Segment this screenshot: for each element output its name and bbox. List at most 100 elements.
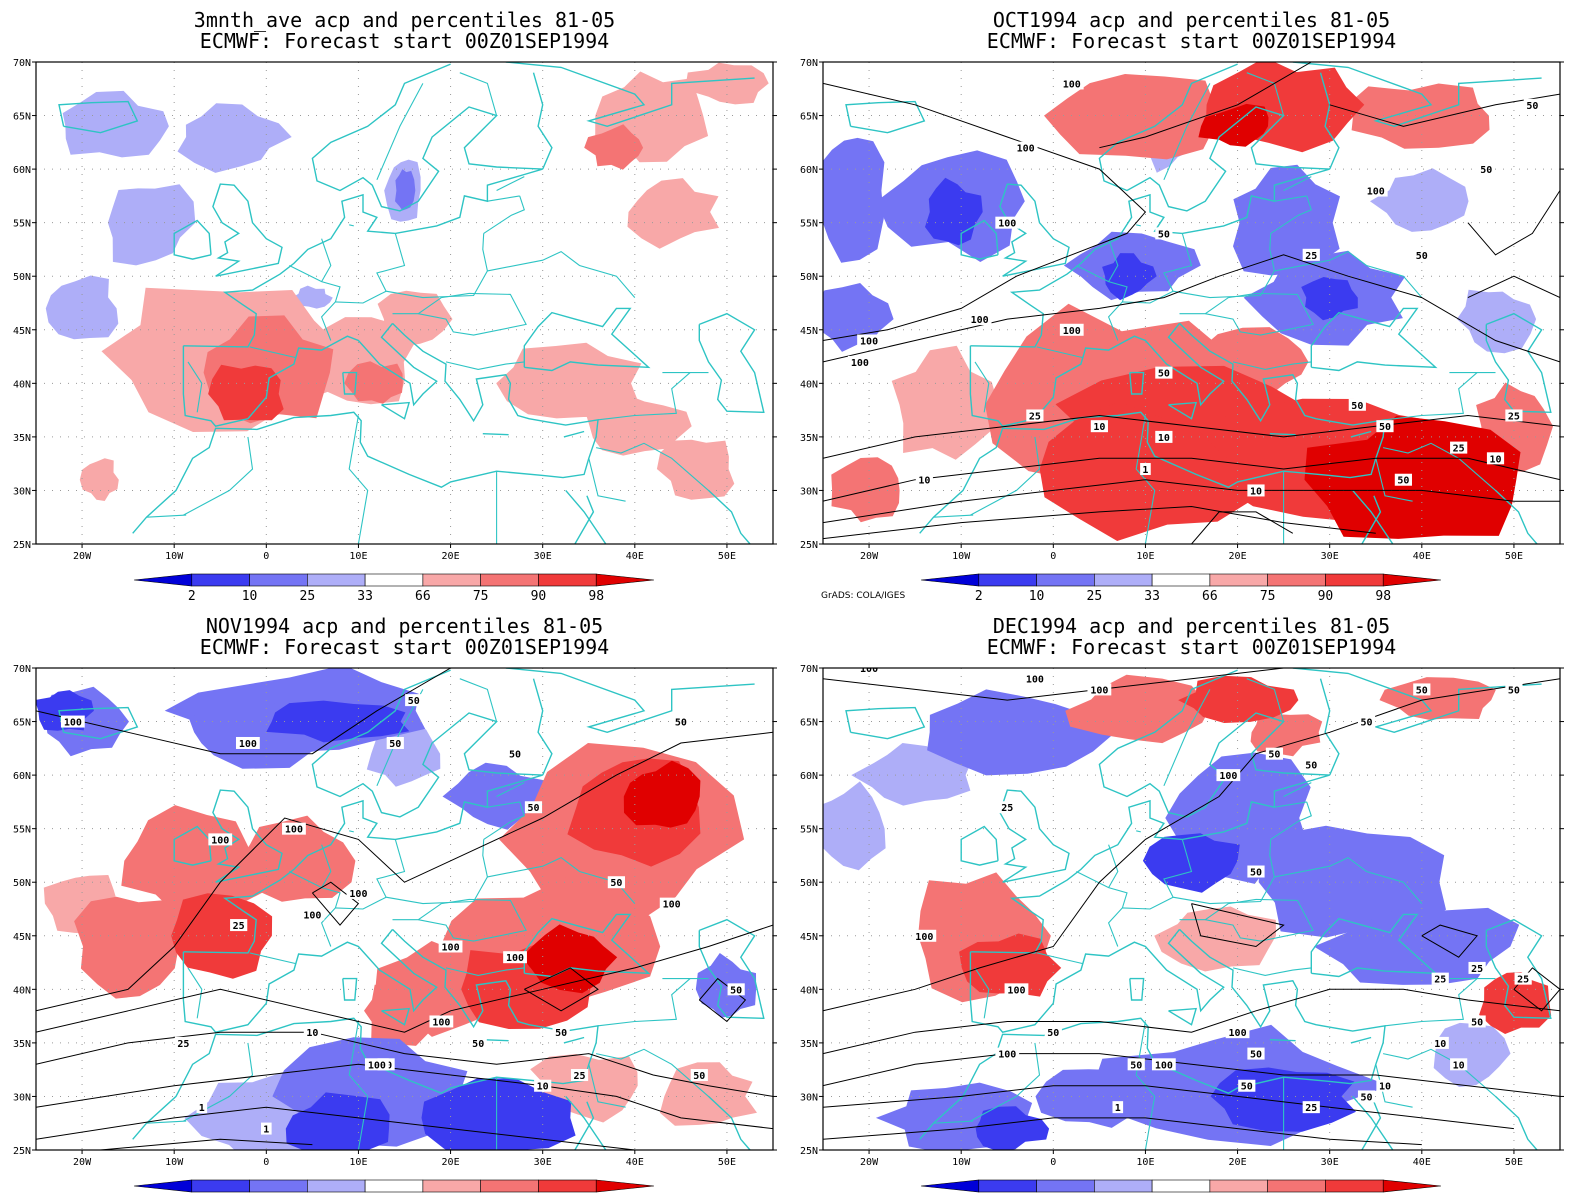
contour-label-bg bbox=[1348, 398, 1366, 411]
contour-label-bg bbox=[1112, 1101, 1124, 1114]
panel-title: 3mnth_ave acp and percentiles 81-05 bbox=[194, 8, 615, 32]
contour-label-bg bbox=[503, 951, 527, 964]
coastline bbox=[1350, 430, 1372, 438]
coastline bbox=[381, 401, 411, 420]
country-border bbox=[1108, 844, 1119, 888]
contour-line bbox=[823, 1117, 1422, 1146]
lat-label: 70N bbox=[800, 58, 818, 69]
contour-line bbox=[823, 1085, 1514, 1130]
contour-label: 50 bbox=[555, 1028, 567, 1039]
contour-label-bg bbox=[1505, 683, 1523, 696]
shaded-region bbox=[377, 290, 453, 346]
contour-label: 10 bbox=[306, 1028, 318, 1039]
contour-label-bg bbox=[174, 1036, 192, 1049]
shaded-region bbox=[1370, 168, 1469, 232]
lon-label: 40E bbox=[1413, 551, 1431, 562]
contour-label-bg bbox=[1247, 484, 1265, 497]
contour-label-bg bbox=[524, 801, 543, 814]
country-border bbox=[348, 415, 369, 544]
country-border bbox=[1076, 871, 1128, 947]
country-border bbox=[289, 265, 341, 341]
country-border bbox=[1163, 689, 1211, 787]
coastline bbox=[132, 322, 599, 534]
coastline bbox=[1495, 1095, 1538, 1150]
contour-label-bg bbox=[607, 876, 625, 889]
colorbar-tick-label: 66 bbox=[1202, 589, 1218, 604]
contour-label-bg bbox=[552, 1026, 570, 1039]
coastline bbox=[482, 433, 509, 436]
colorbar-tick-label: 66 bbox=[415, 589, 431, 604]
lat-label: 65N bbox=[13, 718, 31, 729]
contour-label: 10 bbox=[918, 476, 930, 487]
coastline bbox=[563, 1036, 585, 1044]
contour-label: 50 bbox=[1480, 165, 1492, 176]
shaded-region bbox=[496, 342, 642, 419]
contour-line bbox=[1191, 903, 1285, 948]
contour-label-bg bbox=[386, 736, 404, 749]
contour-label: 100 bbox=[998, 219, 1016, 230]
coastline bbox=[563, 430, 585, 438]
shaded-region bbox=[1044, 74, 1226, 160]
shaded-region bbox=[851, 743, 973, 806]
contour-label-bg bbox=[1523, 98, 1541, 111]
contour-label: 10 bbox=[1158, 433, 1170, 444]
shaded-region bbox=[831, 457, 900, 523]
contour-label-bg bbox=[1376, 420, 1394, 433]
country-border bbox=[483, 195, 525, 234]
shaded-region bbox=[656, 439, 735, 500]
coastline bbox=[1168, 401, 1198, 420]
contour-label: 100 bbox=[1229, 1028, 1247, 1039]
shaded-region bbox=[107, 184, 196, 266]
contour-label: 100 bbox=[368, 1060, 386, 1071]
contour-label: 100 bbox=[1063, 326, 1081, 337]
contour-label-bg bbox=[1431, 1036, 1449, 1049]
shaded-region bbox=[584, 124, 644, 170]
country-border bbox=[1283, 782, 1312, 797]
lon-label: 30E bbox=[534, 551, 552, 562]
lon-label: 20W bbox=[860, 551, 879, 562]
contour-label-bg bbox=[857, 668, 881, 674]
contour-label: 50 bbox=[1130, 1060, 1142, 1071]
country-border bbox=[335, 290, 387, 304]
contour-label: 10 bbox=[1093, 422, 1105, 433]
contour-label-bg bbox=[690, 1069, 708, 1082]
contour-label: 100 bbox=[211, 835, 229, 846]
country-border bbox=[970, 436, 1041, 516]
contour-label: 50 bbox=[1158, 369, 1170, 380]
contour-label-bg bbox=[208, 833, 233, 846]
country-border bbox=[183, 436, 254, 516]
lat-label: 30N bbox=[13, 1092, 31, 1103]
contour-label: 100 bbox=[663, 900, 681, 911]
panel-subtitle: ECMWF: Forecast start 00Z01SEP1994 bbox=[200, 635, 609, 659]
colorbar-swatch bbox=[1209, 573, 1268, 587]
contour-label-bg bbox=[998, 801, 1016, 814]
colorbar-tick-label: 10 bbox=[1029, 589, 1045, 604]
colorbar-swatch bbox=[249, 1179, 308, 1193]
coastline bbox=[1269, 433, 1296, 436]
lat-label: 40N bbox=[800, 985, 818, 996]
coastline bbox=[505, 668, 755, 734]
contour-label: 25 bbox=[1517, 975, 1529, 986]
contour-label-bg bbox=[857, 334, 881, 347]
contour-label: 100 bbox=[1063, 79, 1081, 90]
country-border bbox=[1179, 292, 1257, 315]
contour-label-bg bbox=[1376, 1079, 1394, 1092]
contour-label: 100 bbox=[442, 942, 460, 953]
colorbar-swatch bbox=[307, 573, 366, 587]
lon-label: 20W bbox=[860, 1157, 879, 1168]
country-border bbox=[1163, 839, 1275, 905]
lon-label: 0 bbox=[1050, 1157, 1056, 1168]
contour-label-bg bbox=[1090, 420, 1108, 433]
contour-label-bg bbox=[995, 216, 1020, 229]
lat-label: 55N bbox=[800, 219, 818, 230]
lat-label: 30N bbox=[800, 486, 818, 497]
coastline bbox=[845, 706, 926, 740]
contour-label: 50 bbox=[1416, 685, 1428, 696]
country-border bbox=[459, 678, 498, 722]
lon-label: 30E bbox=[1321, 551, 1339, 562]
shaded-region bbox=[659, 1062, 757, 1126]
contour-label: 100 bbox=[860, 336, 878, 347]
